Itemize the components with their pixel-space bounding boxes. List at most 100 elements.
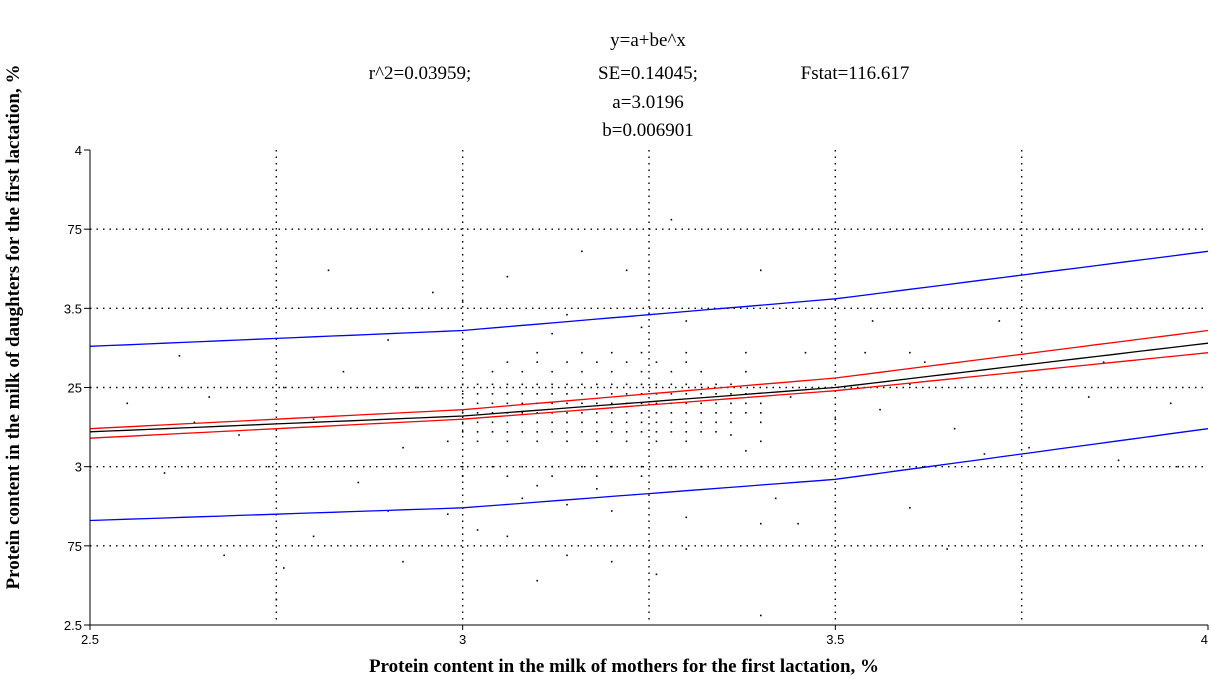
data-point — [417, 386, 419, 389]
data-point — [282, 386, 285, 389]
data-point — [476, 431, 479, 433]
data-point — [655, 402, 658, 405]
data-point — [685, 393, 688, 395]
data-point — [521, 393, 524, 395]
data-point — [551, 465, 553, 468]
data-point — [715, 412, 717, 414]
fit-line — [89, 342, 1209, 433]
data-point — [342, 370, 345, 373]
data-point — [730, 412, 732, 414]
data-point — [625, 361, 628, 363]
data-point — [670, 218, 673, 221]
data-point — [506, 402, 509, 405]
data-point — [700, 421, 702, 424]
data-point — [640, 465, 643, 468]
data-point — [879, 408, 881, 411]
data-point — [670, 370, 673, 373]
data-point — [521, 421, 524, 424]
data-point — [506, 383, 509, 386]
data-point — [1102, 361, 1105, 363]
data-point — [640, 421, 643, 424]
data-point — [461, 301, 464, 303]
data-point — [461, 402, 464, 405]
data-point — [834, 370, 837, 373]
data-point — [715, 421, 717, 424]
data-point — [566, 431, 568, 433]
y-tick-label: 75 — [68, 222, 82, 237]
data-point — [596, 412, 598, 414]
data-point — [655, 573, 658, 576]
data-point — [193, 421, 196, 424]
data-point — [506, 440, 509, 443]
data-point — [581, 383, 583, 386]
data-point — [685, 440, 688, 443]
data-point — [491, 370, 494, 373]
data-point — [506, 421, 509, 424]
data-point — [596, 488, 598, 490]
data-point — [506, 535, 509, 538]
data-point — [491, 383, 494, 386]
data-point — [625, 440, 628, 443]
data-point — [275, 598, 278, 601]
data-point — [760, 269, 762, 272]
data-point — [282, 567, 285, 569]
data-point — [461, 431, 464, 433]
coefficient-a-text: a=3.0196 — [612, 92, 683, 113]
data-point — [491, 402, 494, 405]
data-point — [461, 393, 464, 395]
data-point — [655, 412, 658, 414]
data-point — [685, 402, 688, 405]
data-point — [700, 431, 702, 433]
data-point — [566, 440, 568, 443]
data-point — [983, 453, 986, 455]
data-point — [745, 370, 747, 373]
data-point — [566, 361, 568, 363]
data-point — [327, 269, 330, 272]
data-point — [208, 396, 211, 398]
data-point — [760, 402, 762, 405]
coefficient-b-text: b=0.006901 — [602, 120, 693, 141]
data-point — [610, 412, 613, 414]
data-point — [581, 421, 583, 424]
data-point — [745, 412, 747, 414]
data-point — [655, 361, 658, 363]
data-point — [640, 370, 643, 373]
data-point — [804, 351, 807, 354]
data-point — [581, 370, 583, 373]
data-point — [446, 440, 449, 443]
data-point — [163, 472, 166, 474]
x-tick-label: 2.5 — [81, 632, 99, 647]
data-point — [551, 475, 553, 477]
data-point — [551, 332, 553, 335]
data-point — [521, 465, 524, 468]
y-tick-label: 2.5 — [64, 618, 82, 633]
data-point — [1117, 459, 1120, 462]
data-point — [491, 393, 494, 395]
data-point — [730, 393, 732, 395]
lower-prediction-band-line — [89, 428, 1209, 522]
data-point — [566, 402, 568, 405]
data-point — [1028, 446, 1030, 449]
data-point — [730, 383, 732, 386]
data-point — [640, 412, 643, 414]
data-point — [1177, 465, 1179, 468]
data-point — [685, 351, 688, 354]
data-point — [610, 421, 613, 424]
data-point — [491, 421, 494, 424]
data-point — [670, 412, 673, 414]
data-point — [178, 355, 181, 357]
standard-error-text: SE=0.14045; — [598, 63, 698, 84]
data-point — [268, 465, 270, 468]
data-point — [566, 412, 568, 414]
data-point — [700, 465, 702, 468]
data-point — [610, 383, 613, 386]
data-point — [521, 497, 524, 500]
data-point — [909, 383, 911, 386]
data-point — [596, 475, 598, 477]
data-point — [760, 614, 762, 617]
data-point — [640, 402, 643, 405]
y-axis-title: Protein content in the milk of daughters… — [3, 65, 24, 590]
data-point — [551, 402, 553, 405]
data-point — [1087, 396, 1090, 398]
